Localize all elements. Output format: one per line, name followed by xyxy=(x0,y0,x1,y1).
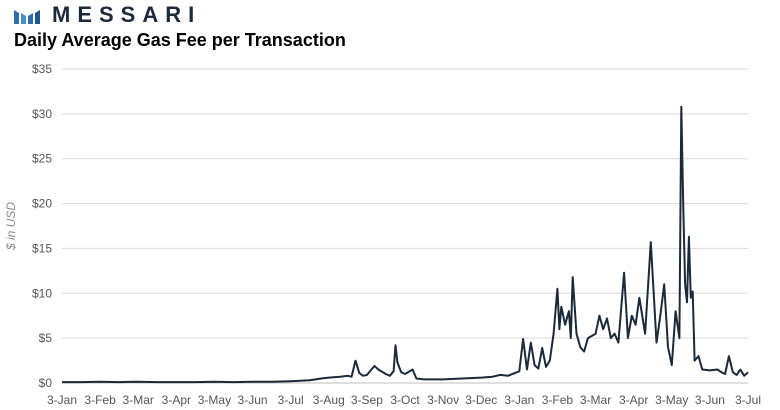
brand-name: MESSARI xyxy=(52,2,202,27)
y-tick-label: $0 xyxy=(39,376,53,390)
y-tick-label: $5 xyxy=(39,331,53,345)
y-tick-label: $10 xyxy=(32,286,52,300)
y-tick-label: $35 xyxy=(32,62,52,76)
y-tick-label: $25 xyxy=(32,152,52,166)
x-tick-label: 3-Aug xyxy=(313,393,345,407)
x-tick-label: 3-Jul xyxy=(278,393,304,407)
x-tick-label: 3-Jun xyxy=(238,393,268,407)
x-tick-label: 3-Feb xyxy=(84,393,116,407)
x-tick-label: 3-Mar xyxy=(123,393,154,407)
y-tick-label: $30 xyxy=(32,107,52,121)
x-tick-label: 3-Sep xyxy=(351,393,383,407)
x-tick-label: 3-Apr xyxy=(619,393,648,407)
x-tick-label: 3-Apr xyxy=(162,393,191,407)
x-tick-label: 3-May xyxy=(655,393,688,407)
chart-title: Daily Average Gas Fee per Transaction xyxy=(14,30,346,50)
messari-mark-icon xyxy=(14,10,40,24)
x-tick-label: 3-Nov xyxy=(427,393,459,407)
y-tick-label: $20 xyxy=(32,197,52,211)
messari-logo: MESSARI xyxy=(14,2,201,28)
x-tick-label: 3-Feb xyxy=(542,393,574,407)
y-axis-label: $ in USD xyxy=(4,202,18,251)
x-tick-label: 3-Jan xyxy=(504,393,534,407)
x-tick-label: 3-Jun xyxy=(695,393,725,407)
x-tick-label: 3-Oct xyxy=(390,393,420,407)
y-tick-label: $15 xyxy=(32,241,52,255)
series-line xyxy=(62,105,749,384)
x-tick-label: 3-May xyxy=(198,393,231,407)
x-tick-label: 3-Jul xyxy=(735,393,761,407)
x-tick-label: 3-Jan xyxy=(47,393,77,407)
x-tick-label: 3-Dec xyxy=(465,393,497,407)
x-tick-label: 3-Mar xyxy=(580,393,611,407)
